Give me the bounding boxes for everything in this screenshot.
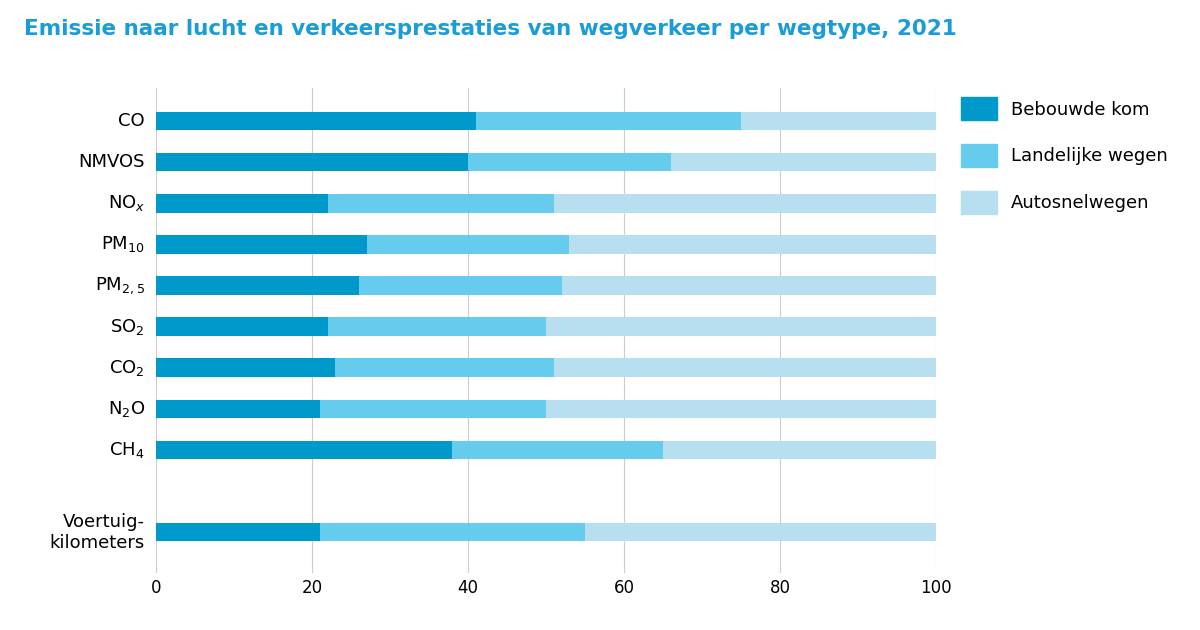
- Bar: [671, 153, 936, 171]
- Bar: [328, 194, 553, 212]
- Bar: [156, 318, 328, 336]
- Text: Emissie naar lucht en verkeersprestaties van wegverkeer per wegtype, 2021: Emissie naar lucht en verkeersprestaties…: [24, 19, 956, 39]
- Bar: [156, 277, 359, 295]
- Bar: [156, 112, 475, 130]
- Bar: [562, 277, 936, 295]
- Bar: [553, 194, 936, 212]
- Bar: [319, 399, 546, 418]
- Bar: [662, 441, 936, 459]
- Bar: [156, 523, 319, 541]
- Bar: [546, 318, 936, 336]
- Bar: [468, 153, 671, 171]
- Bar: [156, 194, 328, 212]
- Bar: [553, 358, 936, 377]
- Bar: [328, 318, 546, 336]
- Bar: [156, 235, 367, 254]
- Bar: [742, 112, 936, 130]
- Bar: [359, 277, 562, 295]
- Bar: [546, 399, 936, 418]
- Bar: [475, 112, 742, 130]
- Bar: [319, 523, 586, 541]
- Legend: Bebouwde kom, Landelijke wegen, Autosnelwegen: Bebouwde kom, Landelijke wegen, Autosnel…: [961, 97, 1168, 214]
- Bar: [156, 153, 468, 171]
- Bar: [367, 235, 570, 254]
- Bar: [336, 358, 553, 377]
- Bar: [156, 399, 319, 418]
- Bar: [586, 523, 936, 541]
- Bar: [570, 235, 936, 254]
- Bar: [156, 441, 452, 459]
- Bar: [156, 358, 336, 377]
- Bar: [452, 441, 662, 459]
